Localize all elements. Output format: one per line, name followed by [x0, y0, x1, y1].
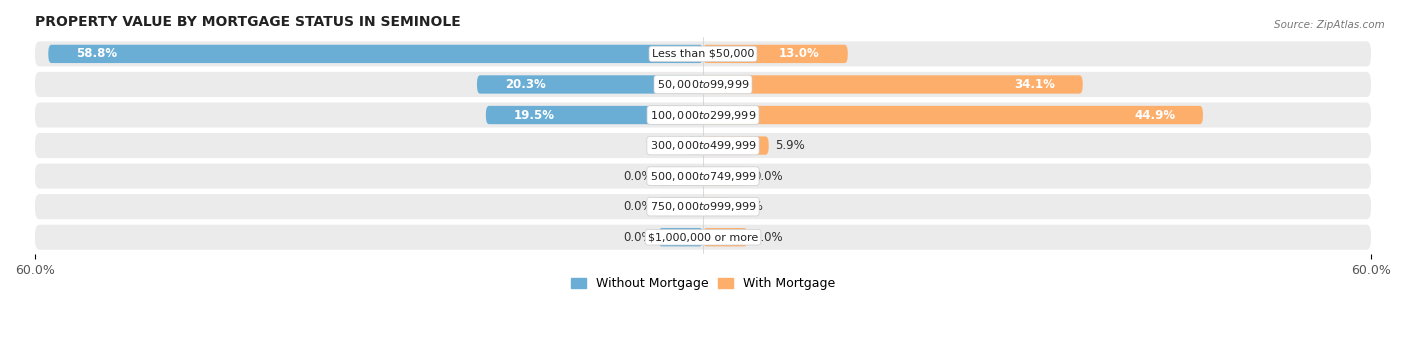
FancyBboxPatch shape	[703, 106, 1204, 124]
FancyBboxPatch shape	[658, 228, 703, 247]
Text: $100,000 to $299,999: $100,000 to $299,999	[650, 108, 756, 121]
FancyBboxPatch shape	[48, 45, 703, 63]
FancyBboxPatch shape	[703, 197, 727, 216]
FancyBboxPatch shape	[703, 228, 748, 247]
Text: 44.9%: 44.9%	[1135, 108, 1175, 121]
Text: 0.0%: 0.0%	[754, 169, 783, 183]
Text: $50,000 to $99,999: $50,000 to $99,999	[657, 78, 749, 91]
FancyBboxPatch shape	[658, 167, 703, 185]
Text: 1.4%: 1.4%	[651, 139, 681, 152]
Legend: Without Mortgage, With Mortgage: Without Mortgage, With Mortgage	[565, 272, 841, 296]
FancyBboxPatch shape	[477, 75, 703, 94]
FancyBboxPatch shape	[35, 103, 1371, 128]
Text: 5.9%: 5.9%	[775, 139, 806, 152]
FancyBboxPatch shape	[35, 72, 1371, 97]
Text: 0.0%: 0.0%	[623, 231, 652, 244]
Text: Source: ZipAtlas.com: Source: ZipAtlas.com	[1274, 20, 1385, 30]
FancyBboxPatch shape	[703, 136, 769, 155]
Text: 58.8%: 58.8%	[76, 47, 117, 60]
FancyBboxPatch shape	[486, 106, 703, 124]
Text: 20.3%: 20.3%	[505, 78, 546, 91]
FancyBboxPatch shape	[35, 41, 1371, 66]
Text: 34.1%: 34.1%	[1014, 78, 1054, 91]
Text: 0.0%: 0.0%	[623, 200, 652, 213]
Text: PROPERTY VALUE BY MORTGAGE STATUS IN SEMINOLE: PROPERTY VALUE BY MORTGAGE STATUS IN SEM…	[35, 15, 461, 29]
Text: 19.5%: 19.5%	[513, 108, 555, 121]
Text: 0.0%: 0.0%	[623, 169, 652, 183]
FancyBboxPatch shape	[703, 75, 1083, 94]
Text: 0.0%: 0.0%	[754, 231, 783, 244]
Text: 13.0%: 13.0%	[779, 47, 820, 60]
FancyBboxPatch shape	[658, 197, 703, 216]
FancyBboxPatch shape	[703, 45, 848, 63]
FancyBboxPatch shape	[35, 164, 1371, 189]
Text: $500,000 to $749,999: $500,000 to $749,999	[650, 169, 756, 183]
Text: $300,000 to $499,999: $300,000 to $499,999	[650, 139, 756, 152]
FancyBboxPatch shape	[35, 133, 1371, 158]
Text: Less than $50,000: Less than $50,000	[652, 49, 754, 59]
FancyBboxPatch shape	[688, 136, 703, 155]
Text: $1,000,000 or more: $1,000,000 or more	[648, 232, 758, 242]
FancyBboxPatch shape	[35, 225, 1371, 250]
FancyBboxPatch shape	[703, 167, 748, 185]
Text: $750,000 to $999,999: $750,000 to $999,999	[650, 200, 756, 213]
FancyBboxPatch shape	[35, 194, 1371, 219]
Text: 2.1%: 2.1%	[733, 200, 763, 213]
